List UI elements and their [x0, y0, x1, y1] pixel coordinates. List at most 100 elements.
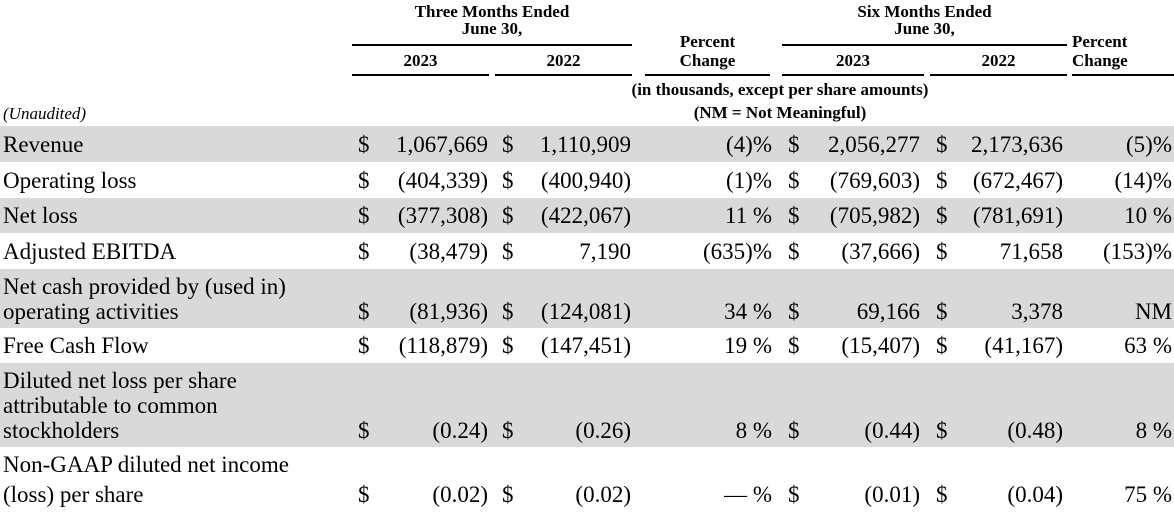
row-label: Diluted net loss per share	[3, 367, 237, 393]
amount-value: (15,407)	[841, 333, 920, 358]
row-label: Net loss	[3, 203, 78, 228]
currency-symbol: $	[936, 482, 948, 507]
table-row: Free Cash Flow $ (118,879) $ (147,451) 19 % $ (…	[0, 328, 1174, 363]
row-label: stockholders	[3, 417, 120, 443]
currency-symbol: $	[358, 298, 370, 324]
currency-symbol: $	[936, 298, 948, 324]
unaudited-label: (Unaudited)	[3, 104, 87, 123]
amount-value: (0.04)	[1007, 482, 1063, 507]
currency-symbol: $	[936, 167, 948, 193]
header-six-months-date: June 30,	[894, 19, 955, 38]
amount-value: 7,190	[579, 238, 631, 264]
amount-value: (118,879)	[398, 333, 488, 358]
amount-value: (781,691)	[972, 203, 1063, 228]
table-row: Diluted net loss per share attributable t…	[0, 363, 1174, 447]
amount-value: 3,378	[1011, 298, 1063, 324]
currency-symbol: $	[358, 238, 370, 264]
table-row: Revenue $1,067,669 $1,110,909 (4)% $2,056,27…	[0, 126, 1174, 162]
table-row: Non-GAAP diluted net income (loss) per sh…	[0, 447, 1174, 514]
header-rule	[645, 74, 770, 76]
amount-value: (81,936)	[409, 298, 488, 324]
percent-change-value: (635)%	[703, 238, 772, 264]
percent-change-value: 8 %	[735, 417, 772, 443]
header-rule	[1072, 74, 1174, 76]
currency-symbol: $	[788, 417, 800, 443]
header-change: Change	[679, 51, 736, 70]
amount-value: (0.02)	[432, 482, 488, 507]
currency-symbol: $	[358, 167, 370, 193]
amount-value: (0.48)	[1007, 417, 1063, 443]
header-rule	[930, 74, 1067, 76]
percent-change-value: 34 %	[724, 298, 772, 324]
currency-symbol: $	[936, 131, 948, 157]
percent-change-value: 75 %	[1124, 482, 1172, 507]
table-row: Net cash provided by (used in) operating …	[0, 269, 1174, 328]
currency-symbol: $	[502, 131, 514, 157]
currency-symbol: $	[502, 167, 514, 193]
currency-symbol: $	[502, 298, 514, 324]
amount-value: 2,056,277	[828, 131, 920, 157]
header-rule	[352, 74, 489, 76]
table-row: Net loss $ (377,308) $ (422,067) 11 % $ (705,98…	[0, 198, 1174, 233]
amount-value: (0.02)	[575, 482, 631, 507]
currency-symbol: $	[788, 167, 800, 193]
amount-value: 2,173,636	[971, 131, 1063, 157]
amount-value: (124,081)	[540, 298, 631, 324]
amount-value: (422,067)	[540, 203, 631, 228]
row-label: Free Cash Flow	[3, 333, 149, 358]
header-rule	[782, 74, 924, 76]
header-rule	[352, 44, 632, 46]
currency-symbol: $	[936, 203, 948, 228]
currency-symbol: $	[358, 482, 370, 507]
currency-symbol: $	[502, 417, 514, 443]
currency-symbol: $	[358, 333, 370, 358]
percent-change-value: (153)%	[1103, 238, 1172, 264]
amount-value: (672,467)	[972, 167, 1063, 193]
row-label: attributable to common	[3, 392, 218, 418]
header-year-2022: 2022	[981, 51, 1016, 70]
percent-change-value: 10 %	[1124, 203, 1172, 228]
row-label: Adjusted EBITDA	[3, 238, 177, 264]
currency-symbol: $	[502, 238, 514, 264]
header-year-2023: 2023	[403, 51, 438, 70]
amount-value: 69,166	[856, 298, 920, 324]
percent-change-value: (1)%	[726, 167, 772, 193]
currency-symbol: $	[936, 333, 948, 358]
currency-symbol: $	[502, 482, 514, 507]
amount-value: (377,308)	[397, 203, 488, 228]
amount-value: (0.44)	[864, 417, 920, 443]
header-rule	[782, 44, 1067, 46]
percent-change-value: (5)%	[1126, 131, 1172, 157]
header-three-months-date: June 30,	[461, 19, 523, 38]
currency-symbol: $	[788, 238, 800, 264]
amount-value: (705,982)	[829, 203, 920, 228]
amount-value: (0.01)	[864, 482, 920, 507]
currency-symbol: $	[358, 203, 370, 228]
row-label: Operating loss	[3, 167, 137, 193]
amount-value: (404,339)	[397, 167, 488, 193]
header-change: Change	[1072, 51, 1128, 70]
header-six-months: Six Months Ended	[857, 2, 992, 21]
currency-symbol: $	[502, 333, 514, 358]
header-units: (in thousands, except per share amounts)	[631, 80, 929, 99]
header-rule	[495, 74, 632, 76]
currency-symbol: $	[936, 417, 948, 443]
amount-value: (37,666)	[841, 238, 920, 264]
amount-value: (147,451)	[540, 333, 631, 358]
amount-value: 1,067,669	[396, 131, 488, 157]
amount-value: (41,167)	[984, 333, 1063, 358]
percent-change-value: — %	[724, 482, 772, 507]
percent-change-value: 63 %	[1124, 333, 1172, 358]
currency-symbol: $	[502, 203, 514, 228]
header-nm-note: (NM = Not Meaningful)	[693, 103, 867, 122]
percent-change-value: (4)%	[726, 131, 772, 157]
header-year-2022: 2022	[546, 51, 581, 70]
amount-value: 71,658	[999, 238, 1063, 264]
table-row: Adjusted EBITDA $ (38,479) $7,190 (635)% $ (37…	[0, 233, 1174, 269]
percent-change-value: 8 %	[1135, 417, 1172, 443]
currency-symbol: $	[936, 238, 948, 264]
header-percent: Percent	[1072, 32, 1128, 51]
currency-symbol: $	[788, 298, 800, 324]
amount-value: (0.24)	[432, 417, 488, 443]
percent-change-value: (14)%	[1114, 167, 1172, 193]
